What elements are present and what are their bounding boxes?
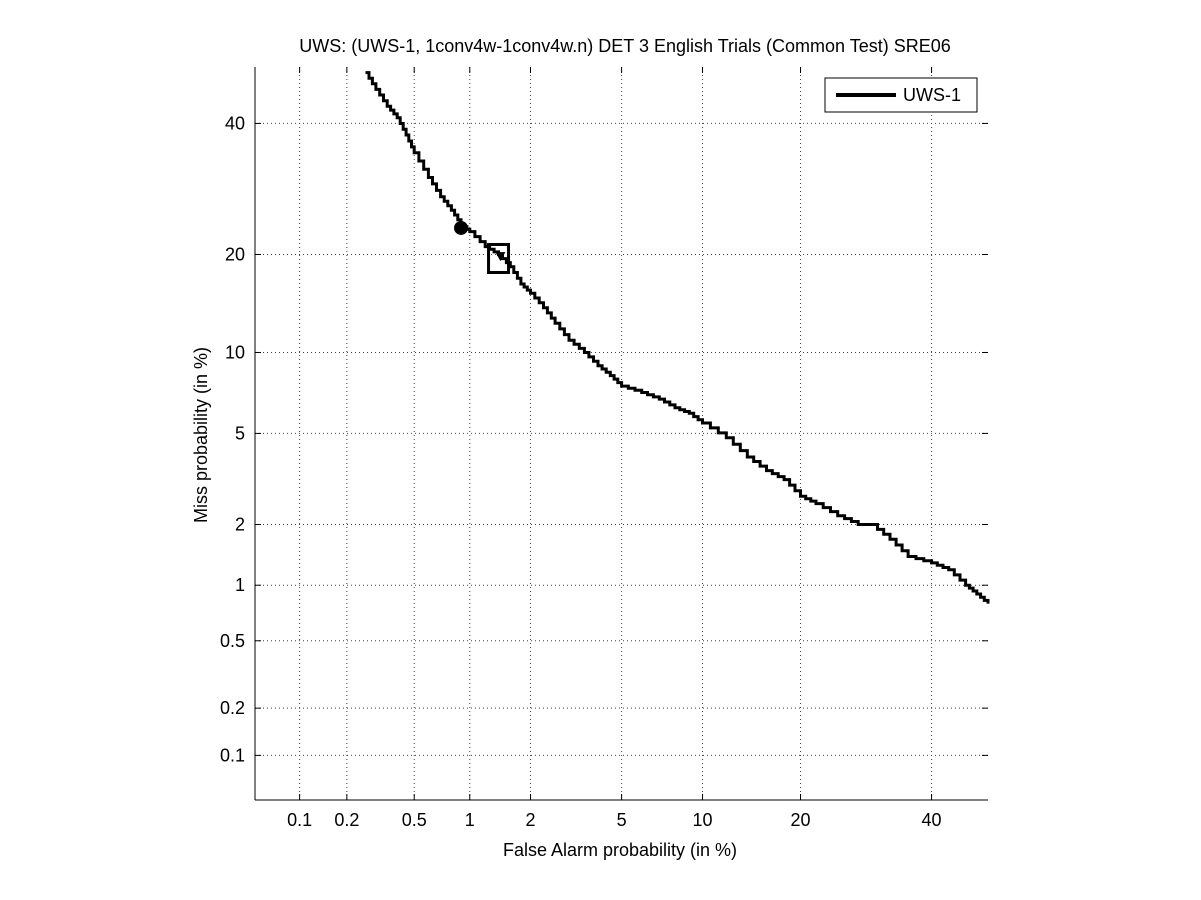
series-line-1 [365, 71, 990, 604]
axes [254, 67, 988, 801]
x-tick-label: 0.5 [402, 810, 427, 830]
y-tick-label: 20 [225, 244, 245, 264]
x-tick-label: 2 [525, 810, 535, 830]
series-layer [365, 71, 990, 604]
marker-layer [454, 220, 511, 274]
x-tick-labels: 0.1 0.2 0.5 1 2 5 10 20 40 [287, 810, 941, 830]
y-tick-label: 40 [225, 113, 245, 133]
y-tick-label: 10 [225, 342, 245, 362]
chart-title: UWS: (UWS-1, 1conv4w-1conv4w.n) DET 3 En… [299, 36, 951, 56]
circle-marker [454, 220, 469, 235]
y-axis-label: Miss probability (in %) [191, 347, 211, 523]
y-tick-label: 2 [235, 514, 245, 534]
x-tick-label: 20 [791, 810, 811, 830]
y-tick-label: 0.5 [220, 631, 245, 651]
x-tick-label: 5 [617, 810, 627, 830]
x-tick-label: 40 [922, 810, 942, 830]
y-tick-label: 5 [235, 423, 245, 443]
square-marker [487, 242, 511, 274]
legend-label: UWS-1 [903, 85, 961, 105]
triangle-marker [495, 252, 506, 262]
x-tick-label: 0.1 [287, 810, 312, 830]
y-tick-label: 0.1 [220, 745, 245, 765]
x-axis-label: False Alarm probability (in %) [503, 840, 737, 860]
legend: UWS-1 [824, 77, 978, 113]
y-tick-labels: 0.1 0.2 0.5 1 2 5 10 20 40 [220, 113, 245, 765]
grid [255, 67, 988, 800]
y-tick-label: 0.2 [220, 698, 245, 718]
x-tick-label: 0.2 [334, 810, 359, 830]
y-tick-label: 1 [235, 575, 245, 595]
x-tick-label: 10 [693, 810, 713, 830]
x-tick-label: 1 [465, 810, 475, 830]
